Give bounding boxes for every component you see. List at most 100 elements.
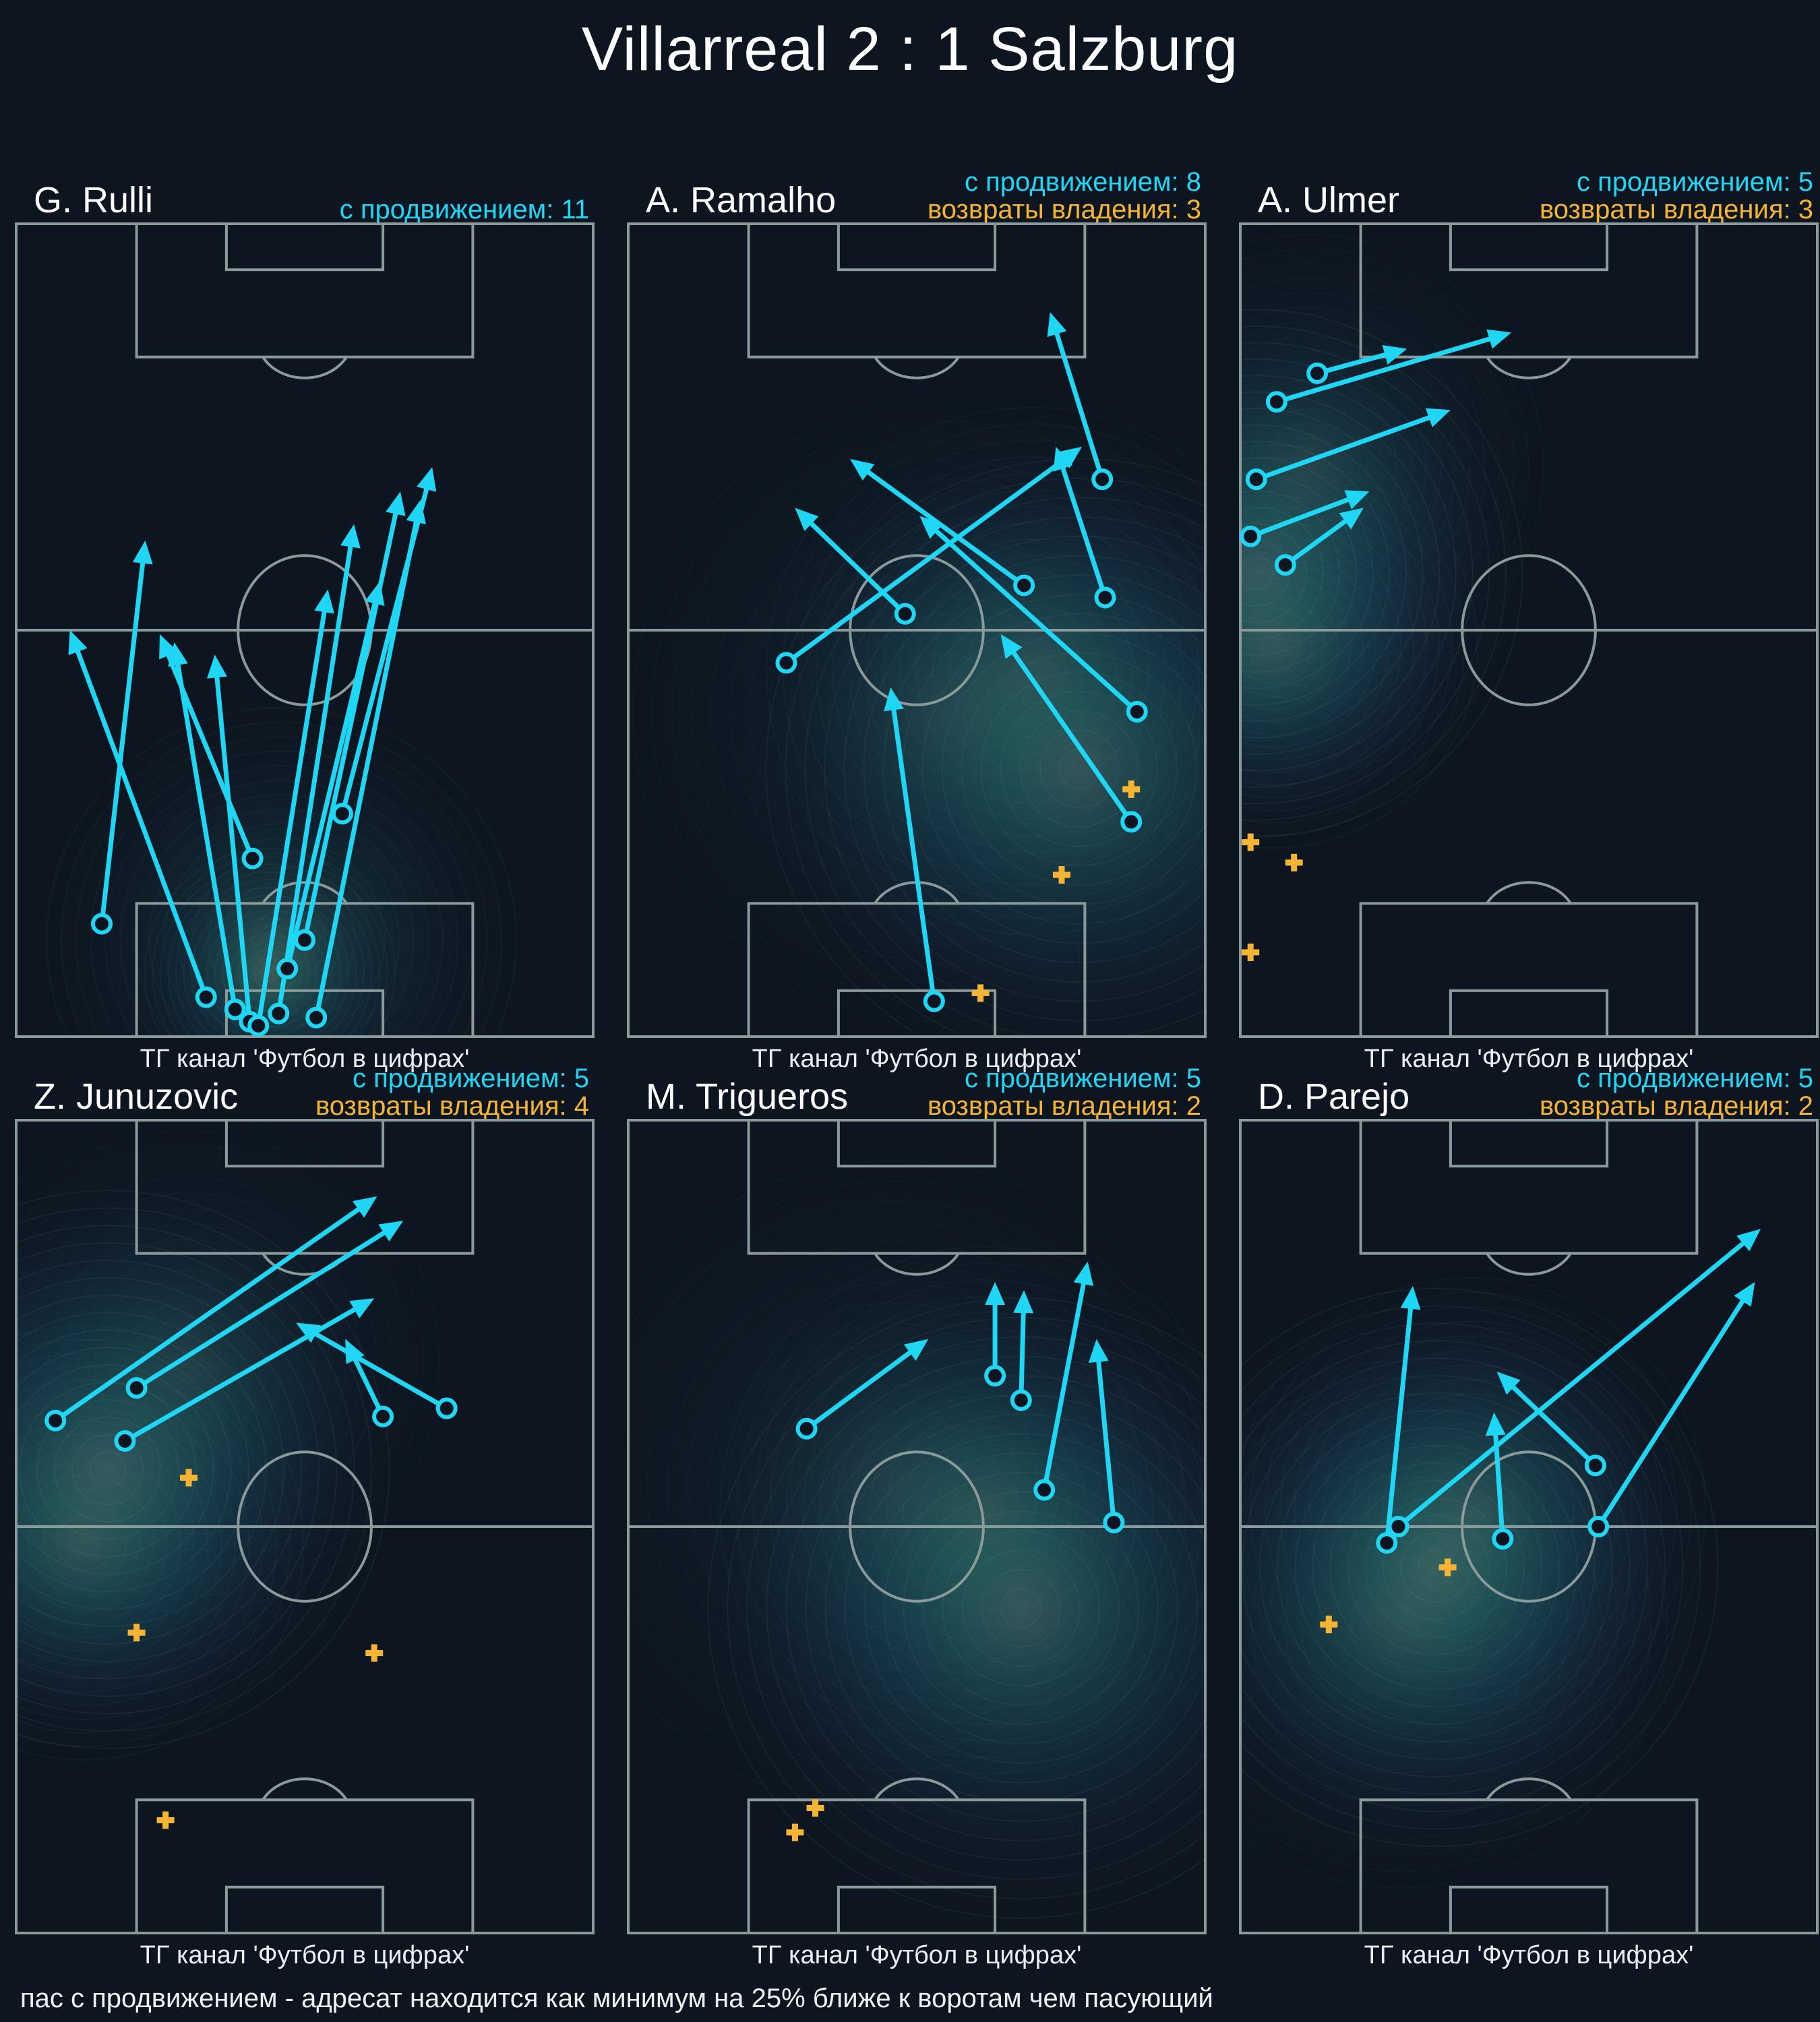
progressive-stat: с продвижением: 11 <box>339 195 589 225</box>
pass-arrow <box>1033 1261 1094 1501</box>
panel-stats: с продвижением: 5 возвраты владения: 3 <box>1540 168 1813 224</box>
pitch-container <box>627 1119 1207 1934</box>
recovery-markers <box>786 1799 824 1841</box>
heatmap-layer <box>1239 1277 1719 1889</box>
panel-stats: с продвижением: 5 возвраты владения: 4 <box>315 1065 589 1120</box>
progressive-stat: с продвижением: 5 <box>353 1064 589 1094</box>
heatmap-layer <box>627 1160 1207 1919</box>
footnote: пас с продвижением - адресат находится к… <box>20 1984 1213 2013</box>
progressive-passes <box>68 467 437 1037</box>
pitch-markings <box>627 222 1207 1038</box>
channel-credit: ТГ канал 'Футбол в цифрах' <box>752 1941 1082 1969</box>
player-panel: D. Parejo с продвижением: 5 возвраты вла… <box>1239 1065 1819 1976</box>
pass-arrow <box>68 630 217 1008</box>
pass-arrow <box>1587 1282 1755 1537</box>
pass-arrow <box>775 446 1083 674</box>
pass-arrow <box>247 589 334 1037</box>
recovery-cross-icon <box>1320 1616 1338 1634</box>
pitch-container <box>1239 222 1819 1038</box>
pass-arrow <box>984 1282 1006 1387</box>
pass-arrow <box>1265 329 1512 413</box>
pitch-plot <box>1239 222 1819 1038</box>
pass-arrow <box>919 516 1148 723</box>
pass-arrow <box>331 467 437 825</box>
pass-arrow <box>1245 408 1451 491</box>
player-name: M. Trigueros <box>646 1076 849 1117</box>
pass-arrow <box>795 1339 929 1440</box>
player-panel: M. Trigueros с продвижением: 5 возвраты … <box>627 1065 1207 1976</box>
channel-credit: ТГ канал 'Футбол в цифрах' <box>752 1045 1082 1073</box>
pass-arrow <box>1274 508 1364 576</box>
panel-header: Z. Junuzovic с продвижением: 5 возвраты … <box>15 1065 595 1120</box>
recovery-markers <box>1320 1558 1457 1634</box>
channel-credit: ТГ канал 'Футбол в цифрах' <box>1364 1045 1694 1073</box>
player-name: Z. Junuzovic <box>34 1076 239 1117</box>
panel-header: M. Trigueros с продвижением: 5 возвраты … <box>627 1064 1207 1122</box>
recovery-markers <box>971 780 1141 1002</box>
player-name: A. Ulmer <box>1258 180 1400 220</box>
recoveries-stat: возвраты владения: 3 <box>927 195 1201 225</box>
pass-arrow <box>1010 1290 1034 1411</box>
panel-grid: G. Rulli с продвижением: 11 <box>0 88 1820 1969</box>
progressive-passes <box>795 1261 1125 1533</box>
pass-arrow <box>125 1221 404 1399</box>
recoveries-stat: возвраты владения: 2 <box>1539 1091 1813 1122</box>
pass-arrow <box>884 687 945 1012</box>
pass-arrow <box>294 491 406 951</box>
panel-stats: с продвижением: 5 возвраты владения: 2 <box>1540 1065 1813 1120</box>
recovery-cross-icon <box>1285 853 1303 871</box>
recovery-cross-icon <box>806 1799 824 1817</box>
pass-arrow <box>850 458 1035 596</box>
pass-arrow <box>1306 345 1407 384</box>
pass-arrow <box>1387 1229 1761 1537</box>
pass-arrow <box>91 540 153 935</box>
recovery-cross-icon <box>1242 833 1260 851</box>
panel-stats: с продвижением: 8 возвраты владения: 3 <box>928 168 1201 224</box>
pitch-container <box>627 222 1207 1038</box>
recovery-cross-icon <box>156 1811 175 1829</box>
progressive-stat: с продвижением: 5 <box>965 1064 1201 1094</box>
recovery-markers <box>127 1469 384 1829</box>
channel-credit: ТГ канал 'Футбол в цифрах' <box>140 1045 470 1073</box>
pass-arrow <box>1088 1339 1125 1533</box>
panel-header: A. Ulmer с продвижением: 5 возвраты влад… <box>1239 168 1819 224</box>
progressive-passes <box>1240 329 1512 576</box>
pass-arrow <box>1047 312 1114 491</box>
recovery-cross-icon <box>127 1624 146 1642</box>
recovery-cross-icon <box>1438 1558 1457 1576</box>
player-panel: A. Ramalho с продвижением: 8 возвраты вл… <box>627 168 1207 1080</box>
pitch-container <box>15 1119 595 1934</box>
recoveries-stat: возвраты владения: 3 <box>1539 195 1813 225</box>
progressive-stat: с продвижением: 5 <box>1577 1064 1813 1094</box>
recoveries-stat: возвраты владения: 2 <box>927 1091 1201 1122</box>
progressive-stat: с продвижением: 8 <box>965 167 1201 197</box>
pass-arrow <box>1496 1372 1606 1477</box>
pitch-plot <box>1239 1119 1819 1934</box>
recovery-markers <box>1242 833 1303 961</box>
player-panel: Z. Junuzovic с продвижением: 5 возвраты … <box>15 1065 595 1976</box>
page-title: Villarreal 2 : 1 Salzburg <box>581 15 1239 84</box>
pitch-container <box>1239 1119 1819 1934</box>
pitch-plot <box>15 222 595 1038</box>
pass-arrow <box>1376 1286 1421 1554</box>
panel-header: A. Ramalho с продвижением: 8 возвраты вл… <box>627 168 1207 224</box>
progressive-passes <box>775 312 1148 1012</box>
channel-credit: ТГ канал 'Футбол в цифрах' <box>140 1941 470 1969</box>
player-name: G. Rulli <box>34 180 154 220</box>
recovery-cross-icon <box>365 1644 384 1662</box>
recovery-cross-icon <box>1053 866 1070 884</box>
progressive-passes <box>1376 1229 1761 1554</box>
player-name: D. Parejo <box>1258 1076 1410 1117</box>
heatmap-layer <box>15 1119 439 1760</box>
recovery-cross-icon <box>1242 943 1260 961</box>
player-panel: G. Rulli с продвижением: 11 <box>15 168 595 1080</box>
recovery-cross-icon <box>180 1469 198 1487</box>
pitch-markings <box>1239 222 1819 1038</box>
recoveries-stat: возвраты владения: 4 <box>315 1091 589 1122</box>
pass-arrow <box>1240 490 1370 547</box>
pitch-plot <box>627 1119 1207 1934</box>
pass-arrow <box>1485 1412 1514 1550</box>
pass-arrow <box>795 508 916 625</box>
panel-header: D. Parejo с продвижением: 5 возвраты вла… <box>1239 1065 1819 1120</box>
recovery-cross-icon <box>786 1823 804 1841</box>
